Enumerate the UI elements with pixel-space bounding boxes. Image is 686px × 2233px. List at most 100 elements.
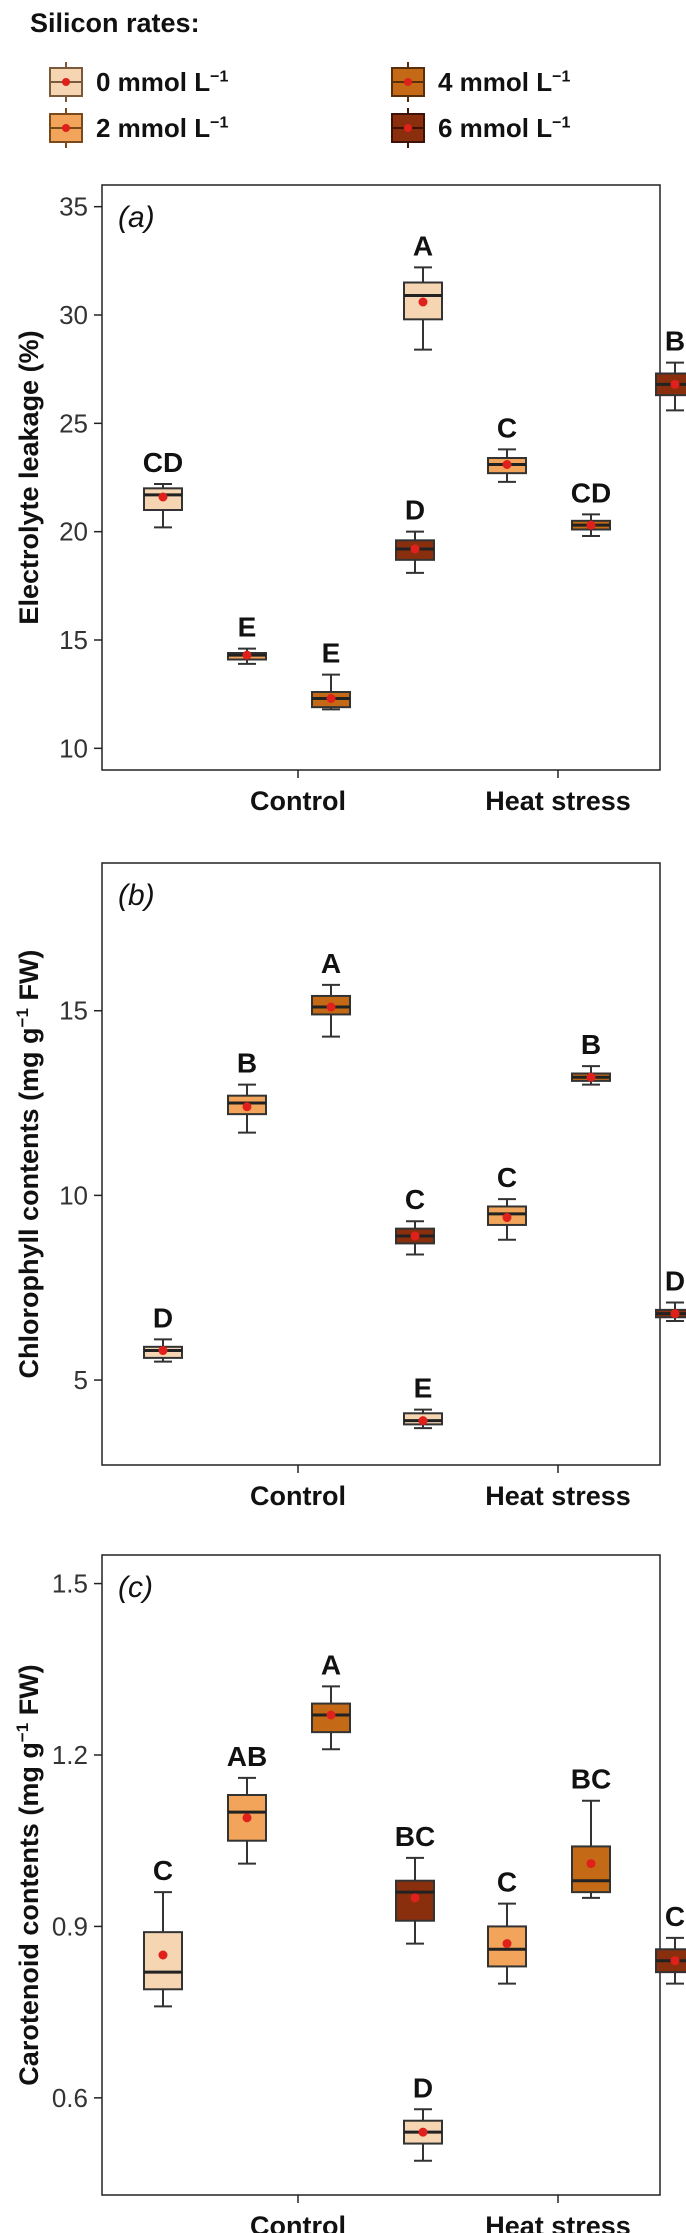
x-tick-label: Heat stress	[485, 1481, 631, 1511]
box-0-3: BC	[395, 1821, 435, 1945]
box-mean-point	[418, 2127, 428, 2137]
significance-letter: B	[237, 1048, 257, 1079]
significance-letter: C	[497, 1162, 517, 1193]
chart-panel-c: 0.6 0.9 1.2 1.5 Control Heat stress Carotenoid…	[13, 1554, 686, 2233]
panel-label: (b)	[118, 879, 155, 912]
box-mean-point	[242, 1102, 252, 1112]
box-1-3: C	[655, 1901, 686, 1985]
box-1-2: CD	[571, 477, 611, 537]
y-tick-label: 15	[59, 996, 88, 1026]
box-iqr	[571, 1845, 611, 1894]
legend-label-2mmol: 2 mmol L−1	[96, 112, 229, 143]
y-tick-label: 15	[59, 625, 88, 655]
box-0-2: A	[311, 1649, 351, 1751]
box-mean-point	[158, 1950, 168, 1960]
y-tick-label: 1.2	[52, 1740, 88, 1770]
box-mean-point	[326, 1710, 336, 1720]
box-mean-point	[242, 650, 252, 660]
legend-item-0mmol: 0 mmol L−1	[48, 62, 228, 102]
legend-label-4mmol: 4 mmol L−1	[438, 66, 571, 97]
y-tick-label: 10	[59, 733, 88, 763]
plot-frame	[101, 184, 661, 771]
y-tick-label: 5	[74, 1365, 88, 1395]
significance-letter: AB	[227, 1741, 267, 1772]
box-1-3: D	[655, 1265, 686, 1322]
box-0-0: CD	[143, 447, 183, 529]
box-0-2: E	[311, 638, 351, 711]
x-tick-label: Control	[250, 1481, 346, 1511]
box-0-1: B	[227, 1048, 267, 1134]
significance-letter: E	[238, 612, 257, 643]
box-mean-point	[326, 1002, 336, 1012]
legend: Silicon rates: 0 mmol L−1 2 mmol L−1 4 m…	[0, 0, 686, 165]
box-1-0: E	[403, 1373, 443, 1430]
box-mean-point	[586, 1859, 596, 1869]
chart-panel-a: 10 15 20 25 30 35 Control Heat stress Electrolyt…	[14, 184, 686, 816]
y-tick-label: 0.6	[52, 2083, 88, 2113]
significance-letter: CD	[571, 477, 611, 508]
panel-label: (c)	[118, 1571, 153, 1604]
y-tick-label: 0.9	[52, 1911, 88, 1941]
y-axis-label: Carotenoid contents (mg g−1 FW)	[13, 1664, 44, 2085]
y-tick-label: 25	[59, 408, 88, 438]
box-1-3: B	[655, 326, 686, 412]
box-iqr	[143, 1931, 183, 1991]
significance-letter: B	[665, 326, 685, 357]
box-mean-point	[410, 544, 420, 554]
box-0-3: C	[395, 1184, 435, 1256]
box-0-1: E	[227, 612, 267, 665]
box-mean-point	[242, 1813, 252, 1823]
box-1-1: C	[487, 412, 527, 483]
box-mean-point	[418, 1416, 428, 1426]
box-1-0: A	[403, 230, 443, 351]
significance-letter: C	[497, 412, 517, 443]
y-tick-label: 10	[59, 1180, 88, 1210]
significance-letter: C	[665, 1901, 685, 1932]
legend-swatch-0mmol	[49, 62, 83, 102]
significance-letter: A	[321, 948, 341, 979]
significance-letter: A	[413, 230, 433, 261]
significance-letter: E	[322, 638, 341, 669]
x-tick-label: Control	[250, 786, 346, 816]
significance-letter: A	[321, 1649, 341, 1680]
box-mean-point	[502, 460, 512, 469]
box-0-0: C	[143, 1855, 183, 2008]
box-mean-point	[326, 694, 336, 703]
box-mean-point	[586, 1072, 596, 1082]
legend-item-4mmol: 4 mmol L−1	[390, 62, 570, 102]
significance-letter: D	[413, 2072, 433, 2103]
chart-panel-b: 5 10 15 Control Heat stress Chlorophyll conte…	[13, 862, 686, 1511]
box-mean-point	[418, 297, 428, 307]
box-0-0: D	[143, 1302, 183, 1363]
legend-swatch-4mmol	[391, 62, 425, 102]
box-mean-point	[502, 1213, 512, 1223]
box-mean-point	[410, 1893, 420, 1903]
significance-letter: CD	[143, 447, 183, 478]
legend-item-6mmol: 6 mmol L−1	[390, 108, 570, 148]
significance-letter: D	[665, 1265, 685, 1296]
significance-letter: C	[497, 1867, 517, 1898]
significance-letter: B	[581, 1029, 601, 1060]
y-tick-label: 30	[59, 300, 88, 330]
x-tick-label: Control	[250, 2211, 346, 2233]
box-mean-point	[502, 1939, 512, 1949]
box-mean-point	[670, 379, 680, 389]
x-tick-label: Heat stress	[485, 2211, 631, 2233]
box-1-2: B	[571, 1029, 611, 1086]
y-axis-label: Electrolyte leakage (%)	[14, 330, 44, 624]
significance-letter: BC	[571, 1764, 611, 1795]
significance-letter: D	[153, 1302, 173, 1333]
box-0-1: AB	[227, 1741, 267, 1865]
box-1-1: C	[487, 1867, 527, 1985]
significance-letter: E	[414, 1373, 433, 1404]
significance-letter: BC	[395, 1821, 435, 1852]
legend-title: Silicon rates:	[30, 8, 200, 38]
box-mean-point	[158, 492, 168, 502]
significance-letter: C	[153, 1855, 173, 1886]
legend-swatch-6mmol	[391, 108, 425, 148]
legend-label-6mmol: 6 mmol L−1	[438, 112, 571, 143]
plot-frame	[101, 862, 661, 1466]
x-tick-label: Heat stress	[485, 786, 631, 816]
significance-letter: C	[405, 1184, 425, 1215]
box-mean-point	[670, 1956, 680, 1966]
